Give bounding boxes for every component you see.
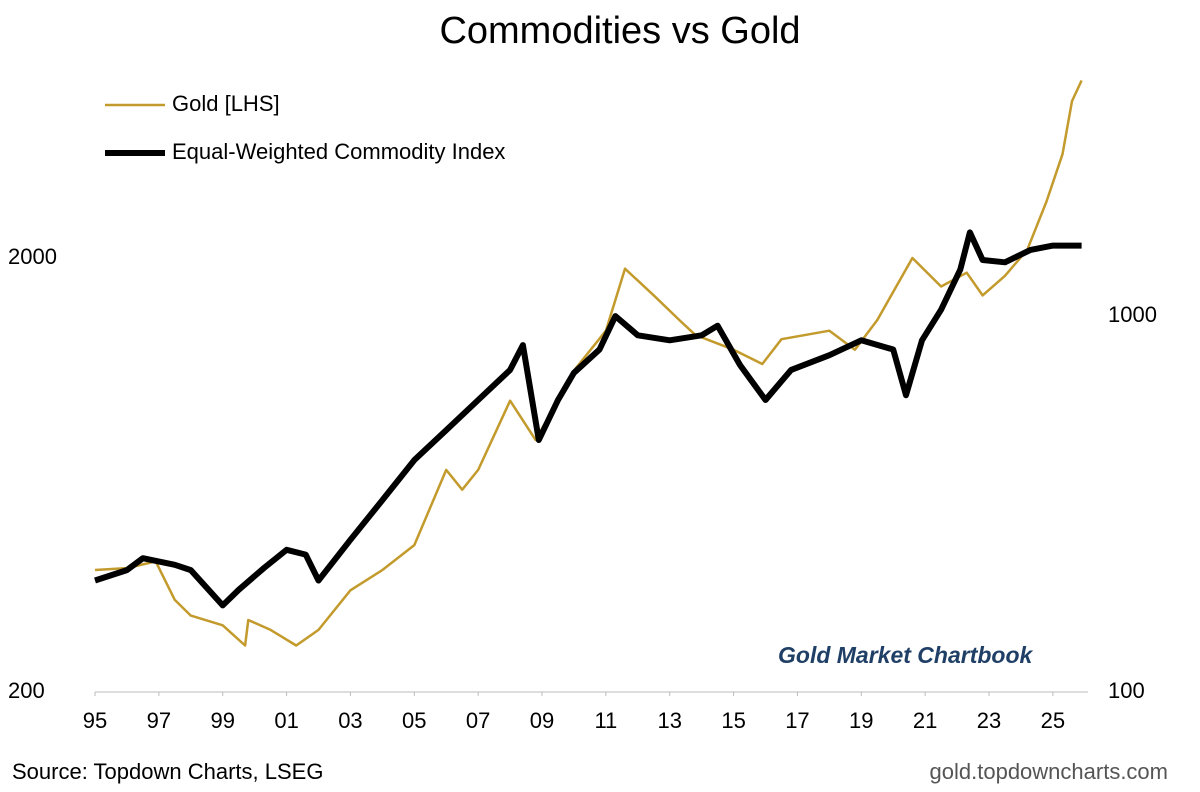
x-tick-label: 17 bbox=[785, 708, 809, 733]
x-tick-label: 07 bbox=[466, 708, 490, 733]
line-series bbox=[94, 229, 1082, 609]
x-tick-label: 19 bbox=[849, 708, 873, 733]
source: Source: Topdown Charts, LSEG bbox=[12, 759, 323, 784]
x-tick-label: 95 bbox=[83, 708, 107, 733]
x-tick-label: 11 bbox=[594, 708, 617, 733]
y2-tick-label: 100 bbox=[1108, 678, 1145, 703]
legend-label: Gold [LHS] bbox=[172, 91, 280, 116]
y-tick-label: 200 bbox=[8, 678, 45, 703]
y2-tick-label: 1000 bbox=[1108, 302, 1157, 327]
legend-label: Equal-Weighted Commodity Index bbox=[172, 139, 505, 164]
x-tick-label: 15 bbox=[721, 708, 745, 733]
y-tick-label: 2000 bbox=[8, 244, 57, 269]
x-tick-label: 13 bbox=[657, 708, 681, 733]
x-tick-label: 25 bbox=[1041, 708, 1065, 733]
x-tick-label: 09 bbox=[530, 708, 554, 733]
x-tick-label: 05 bbox=[402, 708, 426, 733]
chart-title: Commodities vs Gold bbox=[439, 10, 800, 52]
x-tick-label: 03 bbox=[338, 708, 362, 733]
line-series bbox=[94, 79, 1083, 647]
x-tick-label: 21 bbox=[913, 708, 937, 733]
x-tick-label: 23 bbox=[977, 708, 1001, 733]
x-tick-label: 97 bbox=[147, 708, 171, 733]
x-tick-label: 99 bbox=[210, 708, 234, 733]
x-tick-label: 01 bbox=[274, 708, 298, 733]
website: gold.topdowncharts.com bbox=[930, 759, 1168, 784]
annotation: Gold Market Chartbook bbox=[778, 642, 1034, 668]
